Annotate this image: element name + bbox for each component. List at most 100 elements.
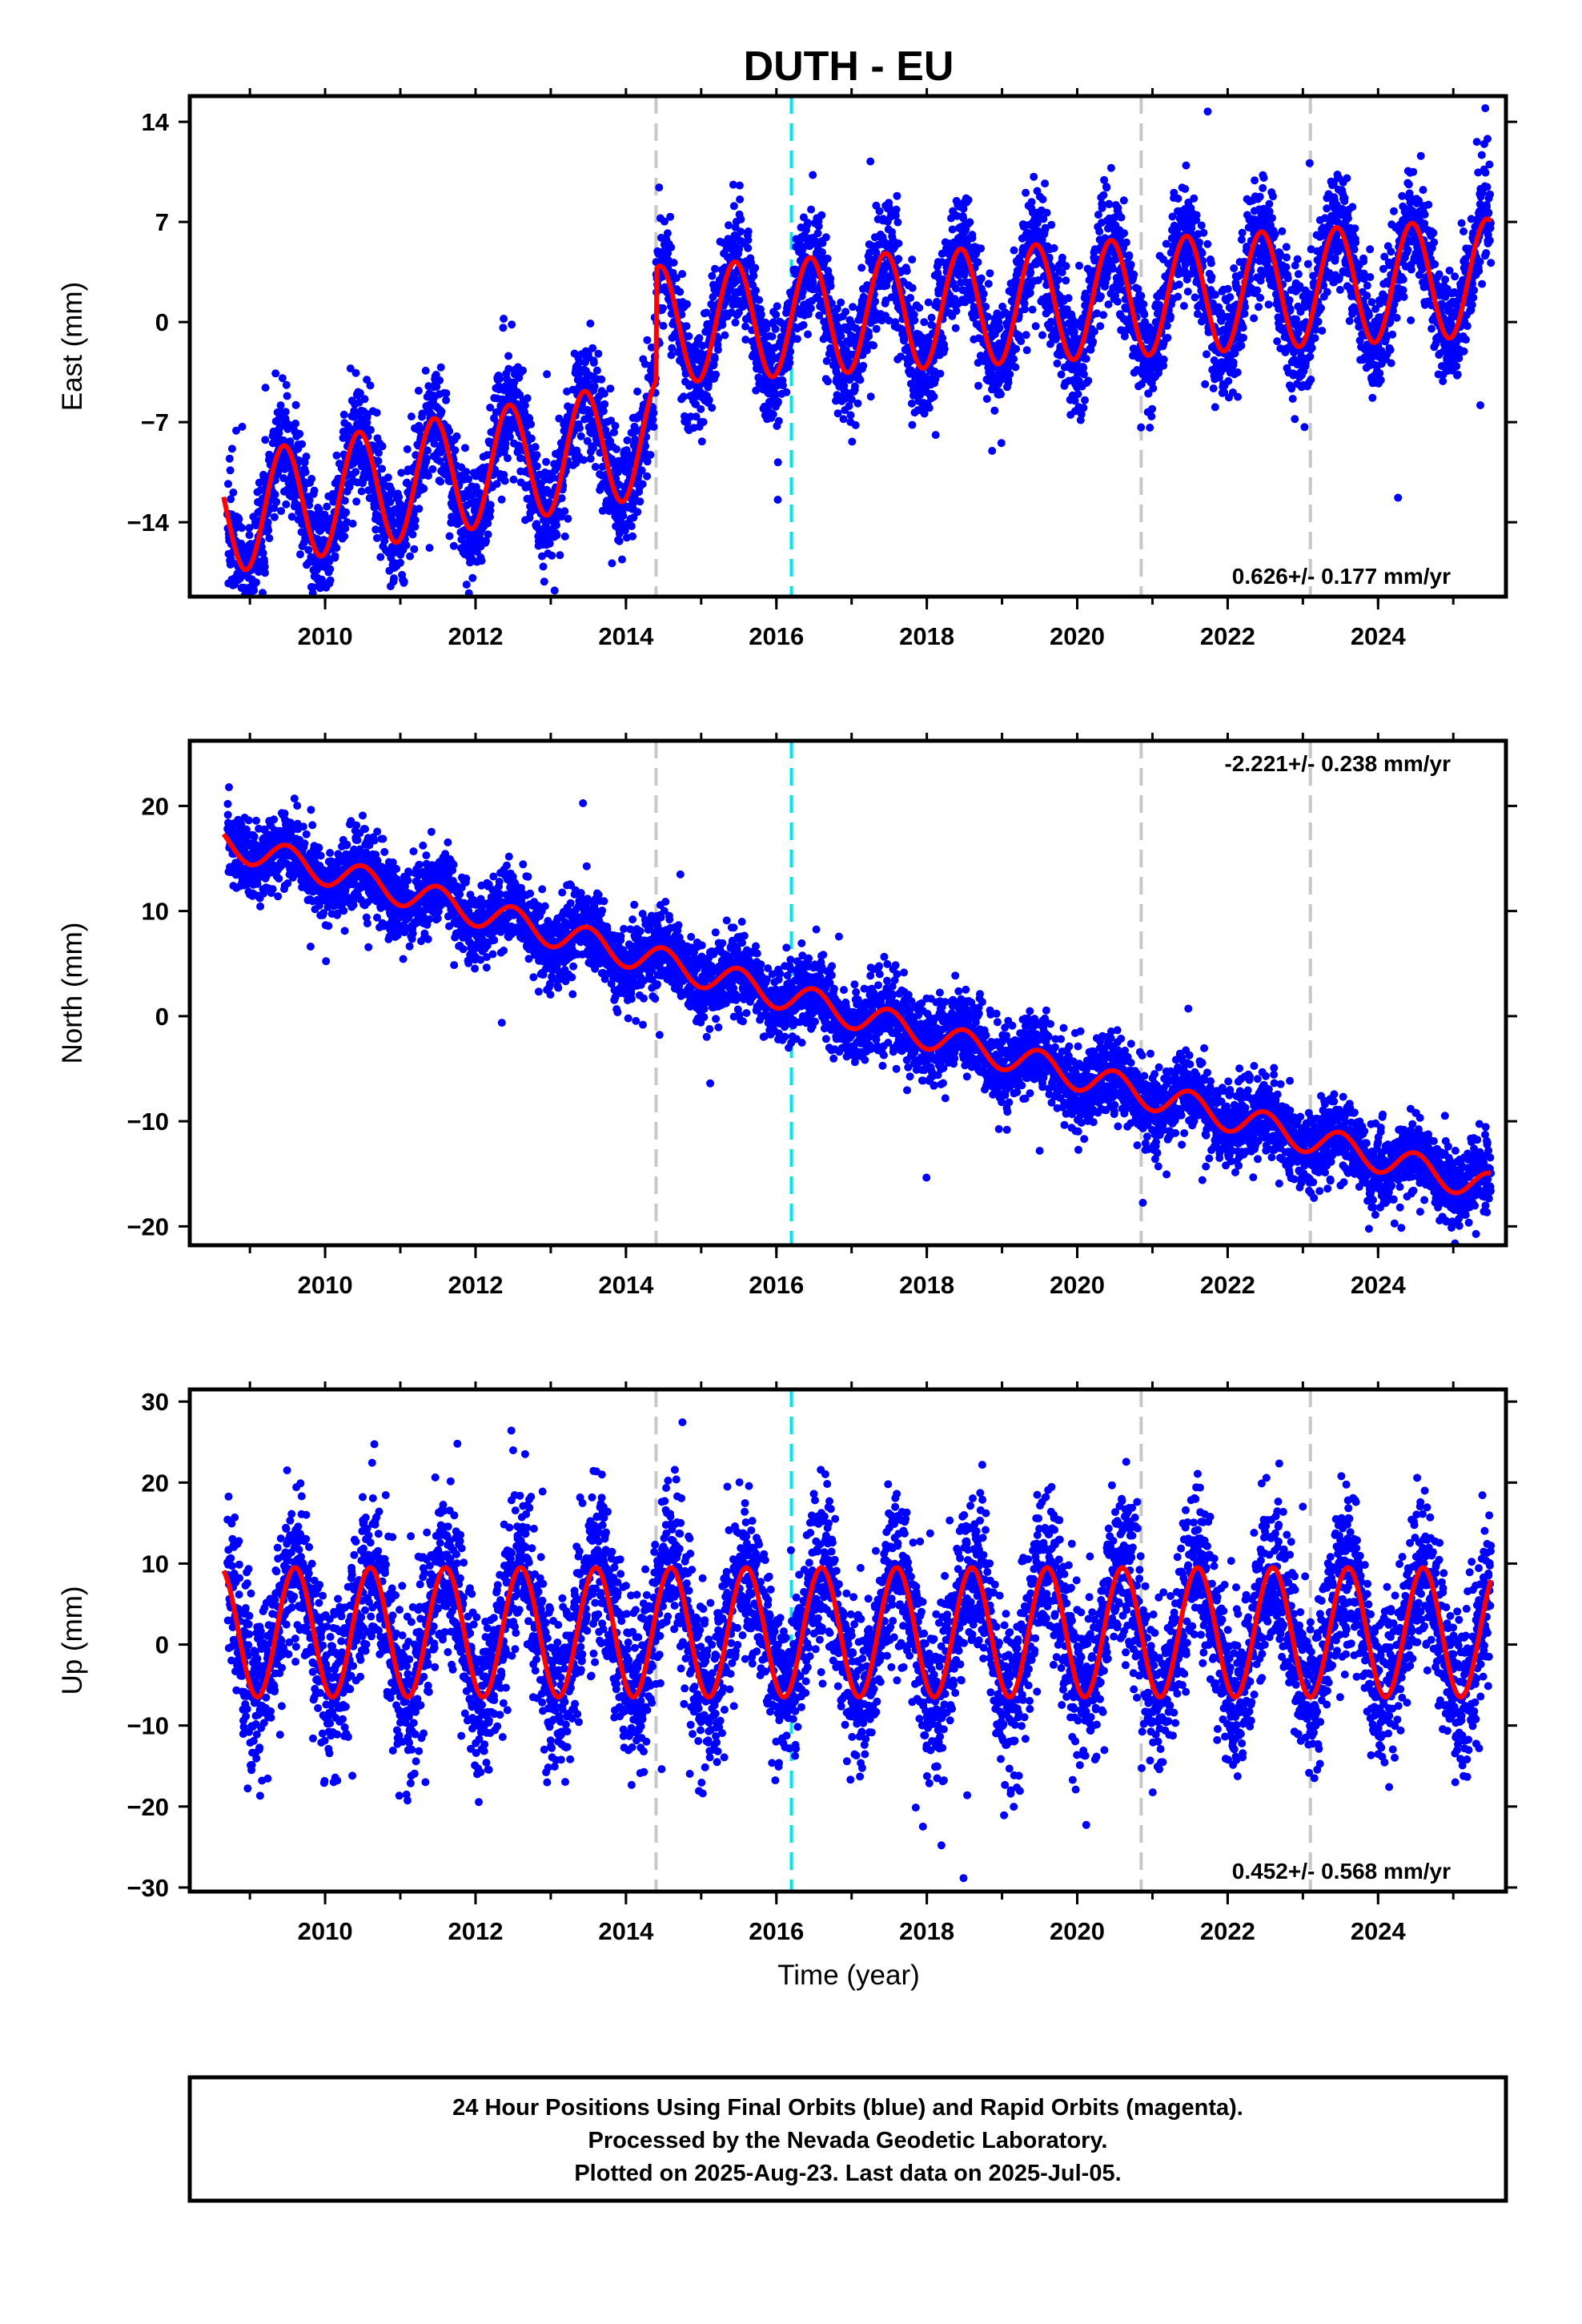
data-point: [1027, 198, 1036, 207]
data-point: [313, 611, 321, 619]
data-point: [259, 549, 267, 557]
data-point: [977, 274, 986, 283]
data-point: [445, 532, 454, 541]
data-point: [1201, 380, 1210, 388]
data-point: [1182, 161, 1191, 170]
data-point: [1028, 305, 1037, 314]
data-point: [697, 437, 706, 446]
data-point: [250, 586, 259, 595]
data-point: [486, 501, 495, 509]
data-point: [497, 495, 506, 504]
data-point: [1207, 272, 1216, 281]
data-point: [1253, 286, 1262, 295]
data-point: [243, 609, 251, 617]
data-point: [986, 269, 994, 278]
data-point: [1174, 280, 1183, 289]
data-point: [415, 426, 424, 435]
data-point: [799, 320, 808, 329]
data-point: [592, 366, 601, 375]
data-point: [1006, 370, 1014, 379]
data-point: [519, 366, 528, 375]
data-point: [286, 437, 295, 446]
data-point: [1030, 172, 1038, 181]
data-point: [818, 248, 826, 256]
data-point: [449, 541, 458, 550]
data-point: [824, 377, 832, 386]
data-point: [636, 497, 644, 506]
data-point: [617, 670, 625, 678]
data-point: [757, 310, 765, 319]
data-point: [263, 518, 272, 527]
data-point: [1102, 183, 1111, 192]
data-point: [984, 279, 993, 288]
data-point: [1097, 292, 1105, 300]
data-point: [894, 255, 903, 263]
data-point: [243, 621, 251, 629]
data-point: [1174, 195, 1182, 203]
data-point: [1041, 179, 1050, 188]
data-point: [545, 498, 553, 507]
data-point: [768, 332, 777, 341]
data-point: [378, 442, 387, 451]
data-point: [1271, 230, 1279, 239]
data-point: [773, 302, 781, 311]
data-point: [430, 440, 439, 448]
data-point: [1022, 346, 1031, 355]
data-point: [997, 439, 1006, 448]
data-point: [376, 553, 385, 561]
data-point: [1237, 341, 1246, 350]
data-point: [988, 447, 997, 455]
data-point: [667, 243, 676, 251]
data-point: [1079, 404, 1088, 412]
data-point: [785, 359, 794, 368]
data-point: [224, 480, 232, 489]
data-point: [549, 473, 558, 482]
data-point: [436, 456, 444, 465]
data-point: [315, 505, 323, 514]
data-point: [1207, 259, 1215, 267]
data-point: [531, 443, 540, 452]
data-point: [1256, 293, 1265, 302]
data-point: [952, 307, 961, 316]
chart-title: DUTH - EU: [744, 43, 954, 90]
data-point: [771, 324, 780, 333]
data-point: [1197, 221, 1206, 230]
data-point: [523, 394, 532, 403]
data-point: [225, 454, 234, 463]
data-point: [974, 381, 982, 390]
data-point: [235, 617, 243, 625]
data-point: [597, 375, 606, 384]
data-point: [814, 222, 823, 231]
data-point: [260, 562, 269, 571]
data-point: [749, 271, 758, 280]
data-point: [406, 552, 415, 561]
data-point: [902, 267, 911, 275]
data-point: [1064, 294, 1073, 303]
data-point: [240, 611, 248, 619]
data-point: [366, 381, 375, 390]
data-point: [576, 424, 584, 432]
data-point: [387, 485, 396, 494]
data-point: [1190, 194, 1199, 203]
data-point: [291, 419, 300, 428]
data-point: [683, 300, 691, 308]
data-point: [807, 205, 816, 214]
data-point: [238, 524, 246, 533]
data-point: [232, 426, 240, 435]
data-point: [982, 303, 990, 311]
data-point: [1089, 337, 1098, 346]
data-point: [428, 464, 437, 473]
data-point: [875, 207, 884, 215]
data-point: [782, 388, 791, 396]
data-point: [484, 530, 492, 539]
data-point: [755, 296, 764, 304]
data-point: [1050, 243, 1058, 252]
data-point: [735, 181, 744, 190]
data-point: [538, 552, 546, 561]
data-point: [1120, 229, 1129, 238]
data-point: [264, 526, 273, 535]
data-point: [1105, 200, 1114, 209]
data-point: [340, 497, 349, 505]
data-point: [894, 239, 903, 247]
data-point: [708, 404, 717, 412]
